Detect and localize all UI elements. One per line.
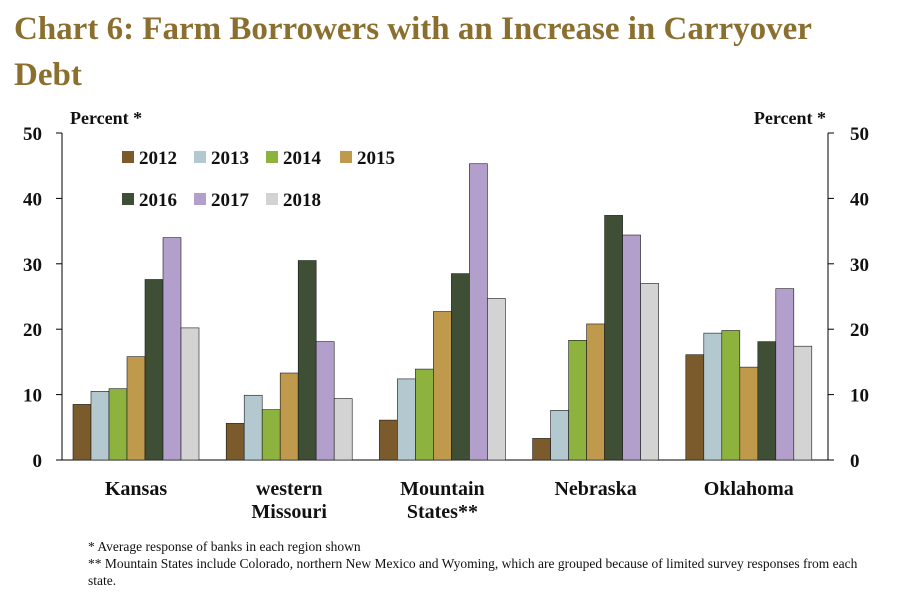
- legend-swatch-2016: [122, 193, 134, 205]
- left-axis-unit-label: Percent *: [70, 108, 142, 128]
- legend-swatch-2012: [122, 151, 134, 163]
- left-tick-label: 40: [23, 189, 42, 210]
- right-tick-label: 10: [850, 386, 869, 407]
- bar-2013-3: [550, 409, 569, 461]
- category-label: western Missouri: [251, 478, 327, 523]
- right-tick-label: 20: [850, 320, 869, 341]
- bar-2016-4: [757, 341, 777, 461]
- bar-2017-3: [622, 234, 641, 461]
- bar-2017-2: [469, 163, 488, 461]
- left-tick-label: 10: [23, 386, 42, 407]
- right-tick-label: 0: [850, 451, 860, 472]
- legend-label-2014: 2014: [283, 148, 322, 169]
- legend-label-2015: 2015: [357, 148, 395, 169]
- bar-2015-2: [433, 311, 452, 461]
- left-tick-label: 20: [23, 320, 42, 341]
- bar-2015-3: [586, 323, 605, 461]
- footnote-average-response: * Average response of banks in each regi…: [88, 539, 361, 554]
- right-axis-unit-label: Percent *: [754, 108, 826, 128]
- bar-2015-1: [279, 372, 299, 461]
- bar-2014-0: [108, 388, 128, 461]
- left-tick-label: 50: [23, 124, 42, 145]
- bar-2012-1: [225, 423, 245, 461]
- category-label: Oklahoma: [704, 478, 794, 500]
- category-labels: Kansas western Missouri Mountain States** Neb…: [105, 478, 794, 523]
- left-y-ticks: 0 10 20 30 40 50: [23, 124, 62, 472]
- legend-swatch-2015: [340, 151, 352, 163]
- bar-2014-2: [415, 368, 434, 461]
- legend-label-2012: 2012: [139, 148, 177, 169]
- bar-2012-4: [685, 354, 705, 461]
- bar-2018-0: [180, 327, 200, 461]
- right-y-ticks: 0 10 20 30 40 50: [828, 124, 869, 472]
- bar-2013-4: [703, 332, 723, 461]
- legend-label-2018: 2018: [283, 190, 321, 211]
- legend-swatch-2018: [266, 193, 278, 205]
- bar-2015-0: [126, 356, 146, 461]
- legend-label-2013: 2013: [211, 148, 249, 169]
- bar-2017-0: [162, 237, 182, 461]
- bar-2014-4: [721, 330, 741, 461]
- bar-2016-0: [144, 279, 164, 461]
- category-label: Nebraska: [554, 478, 636, 500]
- right-tick-label: 40: [850, 189, 869, 210]
- footnotes: * Average response of banks in each regi…: [88, 538, 878, 589]
- left-tick-label: 0: [33, 451, 43, 472]
- bar-2013-2: [397, 378, 416, 461]
- category-label: Kansas: [105, 478, 167, 500]
- bar-2018-3: [640, 283, 659, 461]
- left-tick-label: 30: [23, 255, 42, 276]
- bars: [72, 163, 813, 461]
- bar-2012-2: [379, 419, 398, 461]
- bar-2014-3: [568, 340, 587, 461]
- bar-chart: Percent * Percent * 0 10 20 30 40 50 0 10 20 30 4…: [23, 108, 869, 523]
- legend-label-2016: 2016: [139, 190, 177, 211]
- right-tick-label: 50: [850, 124, 869, 145]
- legend-label-2017: 2017: [211, 190, 250, 211]
- bar-2013-1: [243, 394, 263, 461]
- footnote-mountain-states: ** Mountain States include Colorado, nor…: [88, 556, 858, 588]
- bar-2017-1: [315, 341, 335, 461]
- legend-swatch-2013: [194, 151, 206, 163]
- bar-2012-0: [72, 404, 92, 461]
- bar-2015-4: [739, 366, 759, 461]
- category-label: Mountain States**: [400, 478, 484, 523]
- bar-2016-1: [297, 260, 317, 461]
- bar-2018-4: [793, 345, 813, 461]
- bar-2013-0: [90, 391, 110, 461]
- bar-2016-3: [604, 215, 623, 461]
- bar-2017-4: [775, 288, 795, 461]
- bar-2016-2: [451, 273, 470, 461]
- bar-2014-1: [261, 409, 281, 461]
- legend-swatch-2014: [266, 151, 278, 163]
- chart-title: Chart 6: Farm Borrowers with an Increase…: [14, 11, 812, 93]
- bar-2012-3: [532, 438, 551, 461]
- bar-2018-1: [333, 398, 353, 461]
- legend-swatch-2017: [194, 193, 206, 205]
- right-tick-label: 30: [850, 255, 869, 276]
- bar-2018-2: [487, 298, 506, 461]
- legend: 2012 2013 2014 2015 2016 2017 2018: [122, 148, 395, 211]
